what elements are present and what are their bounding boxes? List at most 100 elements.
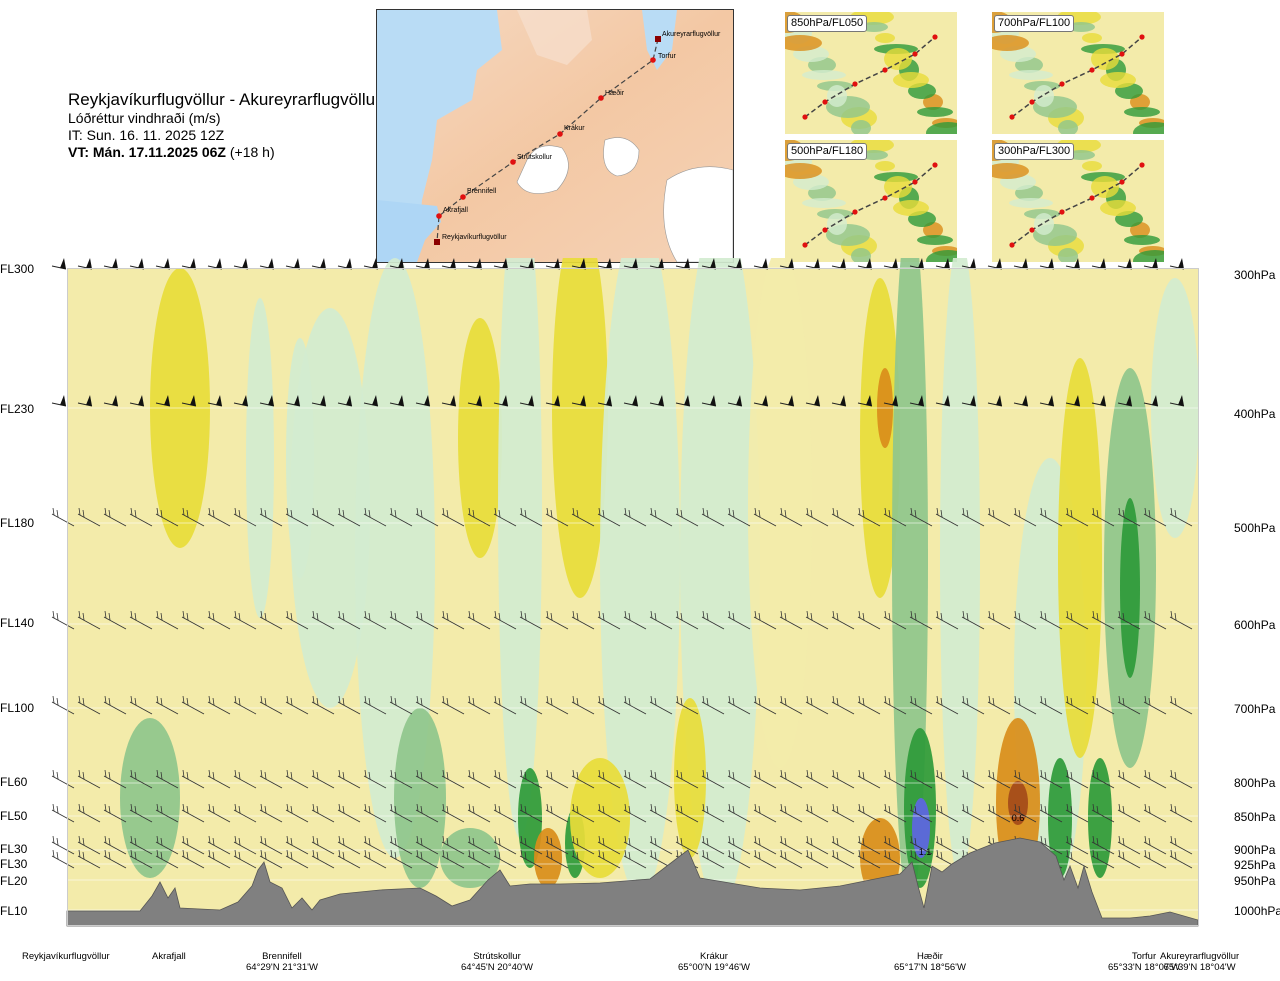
map-route-point <box>852 81 858 87</box>
wind-barb <box>181 258 197 270</box>
wind-barb <box>389 507 413 527</box>
wind-barb <box>883 849 907 869</box>
map-cell <box>851 248 871 262</box>
value-label: 0.6 <box>1012 813 1025 823</box>
wind-barb <box>129 803 153 823</box>
wind-barb <box>909 769 933 789</box>
wind-barb <box>51 803 75 823</box>
map-cell <box>926 250 957 262</box>
wind-barb <box>1091 507 1115 527</box>
map-cell <box>802 198 846 208</box>
field-cell-downdraft-extreme <box>912 798 930 858</box>
station-torfur: Torfur 65°33'N 18°07'W <box>1108 951 1180 973</box>
wind-barb <box>155 395 171 407</box>
wind-barb <box>675 610 699 630</box>
wind-barb <box>519 395 535 407</box>
wind-barb <box>675 695 699 715</box>
field-cell <box>674 698 706 858</box>
wind-barb <box>493 695 517 715</box>
wind-barb <box>701 507 725 527</box>
map-cell <box>1091 176 1119 198</box>
wind-barb <box>259 695 283 715</box>
station-coord: 64°29'N 21°31'W <box>246 962 318 973</box>
map-route-point <box>912 51 918 57</box>
wind-barb <box>519 769 543 789</box>
wind-barb <box>597 610 621 630</box>
wind-barb <box>467 849 491 869</box>
wind-barb <box>987 258 1003 270</box>
wind-barb <box>597 835 621 855</box>
wind-barb <box>337 835 361 855</box>
wind-barb <box>649 835 673 855</box>
wind-barb <box>623 803 647 823</box>
wind-barb <box>831 849 855 869</box>
wind-barb <box>207 258 223 270</box>
map-route-point <box>802 114 808 120</box>
map-route-point <box>1009 114 1015 120</box>
level-map-300: 300hPa/FL300 <box>992 140 1164 262</box>
wind-barb <box>987 507 1011 527</box>
station-reykjavik: Reykjavíkurflugvöllur <box>22 951 110 962</box>
wind-barb <box>259 610 283 630</box>
wind-barb <box>597 769 621 789</box>
station-coord: 65°17'N 18°56'W <box>894 962 966 973</box>
wind-barb <box>1013 803 1037 823</box>
map-cell <box>992 163 1029 179</box>
wind-barb <box>207 769 231 789</box>
wind-barb <box>597 395 613 407</box>
wind-barb <box>1169 835 1193 855</box>
wind-barb <box>337 769 361 789</box>
field-cell <box>458 318 502 558</box>
map-route-point <box>1059 209 1065 215</box>
vertical-velocity-field <box>67 258 1199 926</box>
wind-barb <box>1117 803 1141 823</box>
map-cell <box>1124 235 1160 245</box>
hpa-label-500: 500hPa <box>1234 521 1276 535</box>
wind-barb <box>181 395 197 407</box>
map-route <box>1011 164 1143 246</box>
wind-barb <box>285 610 309 630</box>
wind-barb <box>493 395 509 407</box>
wind-barb <box>675 769 699 789</box>
wind-barb <box>961 507 985 527</box>
wind-barb <box>779 610 803 630</box>
wind-barb <box>1117 258 1133 270</box>
wind-barb <box>753 849 777 869</box>
field-cell <box>1088 758 1112 878</box>
value-labels: 1.1 0.6 <box>919 813 1025 857</box>
wind-barb <box>1065 803 1089 823</box>
wind-barb <box>545 395 561 407</box>
wind-barb <box>519 695 543 715</box>
wind-barb <box>961 803 985 823</box>
wind-barb <box>883 695 907 715</box>
wind-barb <box>571 803 595 823</box>
level-map-700: 700hPa/FL100 <box>992 12 1164 134</box>
station-name: Reykjavíkurflugvöllur <box>22 951 110 962</box>
wind-barb <box>623 849 647 869</box>
wind-barb <box>545 803 569 823</box>
hpa-label-1000: 1000hPa <box>1234 904 1280 918</box>
wind-barb <box>259 507 283 527</box>
field-cell <box>748 258 812 768</box>
wind-barb <box>1117 835 1141 855</box>
wind-barb <box>311 395 327 407</box>
wind-barb <box>857 803 881 823</box>
cross-section-chart: 1.1 0.6 <box>51 258 1199 927</box>
level-map-500: 500hPa/FL180 <box>785 140 957 262</box>
wind-barb <box>1091 849 1115 869</box>
wind-barb <box>727 849 751 869</box>
station-akureyri: Akureyrarflugvöllur 65°39'N 18°04'W <box>1160 951 1239 973</box>
wind-barb <box>311 610 335 630</box>
wind-barb <box>363 610 387 630</box>
level-map-850: 850hPa/FL050 <box>785 12 957 134</box>
map-cell <box>827 85 847 107</box>
wind-barb <box>727 610 751 630</box>
wind-barb <box>831 395 847 407</box>
wind-barb <box>831 610 855 630</box>
wind-barb <box>493 258 509 270</box>
wind-barb <box>623 695 647 715</box>
wind-barb <box>415 695 439 715</box>
map-label-akrafjall: Akrafjall <box>443 207 468 214</box>
wind-barb <box>493 507 517 527</box>
wind-barb <box>857 507 881 527</box>
